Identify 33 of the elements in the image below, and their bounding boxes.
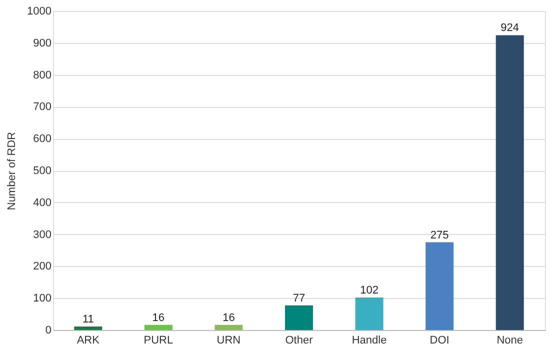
data-label: 16 (222, 312, 235, 324)
y-tick-label: 0 (45, 324, 52, 336)
x-tick-label: ARK (76, 334, 100, 346)
bar (426, 242, 454, 330)
x-tick-label: Handle (352, 334, 387, 346)
data-label: 11 (82, 313, 94, 326)
bar (496, 35, 524, 330)
x-tick-label: URN (216, 334, 241, 346)
y-tick-label: 700 (33, 101, 52, 114)
data-label: 275 (430, 229, 449, 242)
y-tick-label: 400 (33, 196, 52, 209)
y-tick-label: 1000 (27, 6, 52, 18)
bar (144, 324, 172, 330)
x-tick-label: None (496, 334, 524, 346)
y-tick-label: 600 (33, 133, 52, 146)
x-tick-label: PURL (144, 334, 174, 346)
bar (214, 324, 243, 330)
x-tick-label: DOI (430, 334, 450, 346)
y-tick-label: 800 (33, 69, 52, 82)
data-label: 77 (292, 292, 306, 304)
y-axis-title: Number of RDR (6, 132, 18, 210)
data-label: 16 (152, 312, 165, 324)
bar (74, 326, 102, 330)
y-tick-label: 900 (33, 37, 52, 50)
bar (355, 297, 384, 330)
y-tick-label: 100 (33, 292, 52, 305)
y-tick-label: 300 (33, 228, 52, 241)
data-label: 924 (500, 22, 520, 34)
bar (285, 305, 313, 330)
x-tick-label: Other (285, 334, 314, 346)
y-tick-label: 500 (33, 165, 52, 177)
y-tick-label: 200 (33, 260, 52, 273)
data-label: 102 (360, 284, 378, 296)
